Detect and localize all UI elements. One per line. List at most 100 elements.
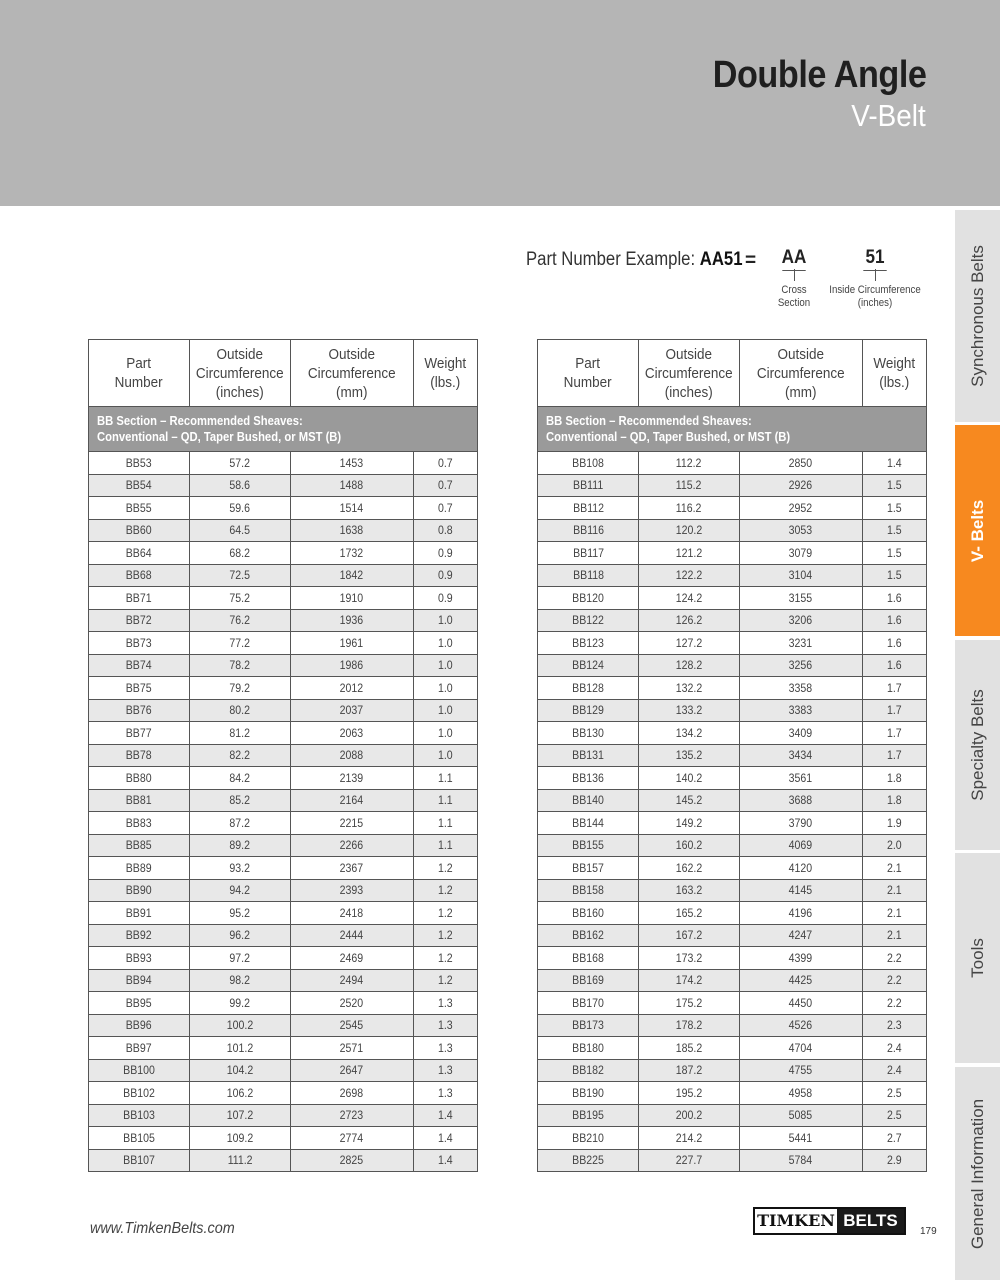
table-row: BB73 77.2 1961 1.0	[87, 631, 479, 655]
cell-outside-circumference-mm: 4196	[738, 901, 863, 925]
cell-outside-circumference-mm: 3790	[738, 811, 863, 835]
cell-weight: 1.4	[412, 1103, 479, 1127]
side-tab-tools[interactable]: Tools	[955, 853, 1000, 1063]
table-row: BB85 89.2 2266 1.1	[87, 833, 479, 857]
table-row: BB162 167.2 4247 2.1	[536, 923, 928, 947]
cell-outside-circumference-inches: 145.2	[638, 788, 740, 812]
cell-weight: 1.4	[412, 1126, 479, 1150]
cell-outside-circumference-inches: 82.2	[189, 743, 291, 767]
cell-outside-circumference-mm: 2063	[289, 721, 414, 745]
cell-weight: 2.5	[861, 1103, 928, 1127]
cell-part-number: BB162	[536, 923, 640, 947]
cell-outside-circumference-inches: 121.2	[638, 541, 740, 565]
table-row: BB120 124.2 3155 1.6	[536, 586, 928, 610]
cell-outside-circumference-inches: 57.2	[189, 451, 291, 475]
cell-part-number: BB123	[536, 631, 640, 655]
cell-weight: 1.5	[861, 518, 928, 542]
table-row: BB108 112.2 2850 1.4	[536, 451, 928, 475]
cell-outside-circumference-inches: 58.6	[189, 473, 291, 497]
cell-outside-circumference-mm: 4399	[738, 946, 863, 970]
cell-outside-circumference-inches: 185.2	[638, 1036, 740, 1060]
table-row: BB60 64.5 1638 0.8	[87, 518, 479, 542]
cell-weight: 1.6	[861, 631, 928, 655]
equals-sign: =	[745, 250, 757, 271]
cell-part-number: BB116	[536, 518, 640, 542]
section-band: BB Section – Recommended Sheaves: Convent…	[537, 406, 927, 452]
cell-weight: 2.1	[861, 878, 928, 902]
column-header-outside-circumference-inches: Outside Circumference (inches)	[189, 339, 291, 407]
column-header-part-number: Part Number	[536, 339, 640, 407]
table-row: BB117 121.2 3079 1.5	[536, 541, 928, 565]
table-row: BB95 99.2 2520 1.3	[87, 991, 479, 1015]
column-header-weight: Weight (lbs.)	[861, 339, 928, 407]
cell-outside-circumference-mm: 2418	[289, 901, 414, 925]
cell-outside-circumference-mm: 1732	[289, 541, 414, 565]
cell-weight: 2.2	[861, 968, 928, 992]
cell-part-number: BB68	[87, 563, 191, 587]
cell-part-number: BB81	[87, 788, 191, 812]
table-row: BB83 87.2 2215 1.1	[87, 811, 479, 835]
cell-outside-circumference-inches: 116.2	[638, 496, 740, 520]
cell-part-number: BB90	[87, 878, 191, 902]
page-title: Double Angle	[712, 54, 926, 96]
table-row: BB100 104.2 2647 1.3	[87, 1058, 479, 1082]
cell-outside-circumference-inches: 227.7	[638, 1148, 740, 1172]
cell-outside-circumference-inches: 112.2	[638, 451, 740, 475]
table-row: BB112 116.2 2952 1.5	[536, 496, 928, 520]
table-row: BB74 78.2 1986 1.0	[87, 653, 479, 677]
cell-outside-circumference-mm: 1488	[289, 473, 414, 497]
side-tab-general-information[interactable]: General Information	[955, 1067, 1000, 1280]
side-tab-specialty-belts[interactable]: Specialty Belts	[955, 640, 1000, 850]
cell-weight: 2.1	[861, 901, 928, 925]
cell-outside-circumference-mm: 3434	[738, 743, 863, 767]
cell-outside-circumference-inches: 72.5	[189, 563, 291, 587]
cell-part-number: BB60	[87, 518, 191, 542]
table-row: BB173 178.2 4526 2.3	[536, 1013, 928, 1037]
cell-outside-circumference-mm: 1842	[289, 563, 414, 587]
table-row: BB91 95.2 2418 1.2	[87, 901, 479, 925]
page-subtitle: V-Belt	[851, 98, 926, 133]
cell-part-number: BB53	[87, 451, 191, 475]
cell-weight: 1.0	[412, 698, 479, 722]
column-header-outside-circumference-inches: Outside Circumference (inches)	[638, 339, 740, 407]
cell-outside-circumference-inches: 163.2	[638, 878, 740, 902]
website-link[interactable]: www.TimkenBelts.com	[90, 1220, 235, 1237]
cell-outside-circumference-mm: 2698	[289, 1081, 414, 1105]
cell-outside-circumference-mm: 2647	[289, 1058, 414, 1082]
table-row: BB155 160.2 4069 2.0	[536, 833, 928, 857]
cell-outside-circumference-inches: 89.2	[189, 833, 291, 857]
cell-part-number: BB83	[87, 811, 191, 835]
cell-outside-circumference-inches: 104.2	[189, 1058, 291, 1082]
side-tab-v-belts[interactable]: V- Belts	[955, 425, 1000, 636]
cell-outside-circumference-mm: 2520	[289, 991, 414, 1015]
table-row: BB180 185.2 4704 2.4	[536, 1036, 928, 1060]
cell-outside-circumference-inches: 135.2	[638, 743, 740, 767]
table-row: BB80 84.2 2139 1.1	[87, 766, 479, 790]
cell-part-number: BB103	[87, 1103, 191, 1127]
cell-outside-circumference-inches: 68.2	[189, 541, 291, 565]
cell-outside-circumference-inches: 195.2	[638, 1081, 740, 1105]
side-tab-synchronous-belts[interactable]: Synchronous Belts	[955, 210, 1000, 422]
cell-part-number: BB180	[536, 1036, 640, 1060]
section-code: AA	[778, 247, 810, 271]
cell-weight: 1.1	[412, 766, 479, 790]
cell-part-number: BB91	[87, 901, 191, 925]
cell-weight: 0.8	[412, 518, 479, 542]
cell-outside-circumference-mm: 2850	[738, 451, 863, 475]
cell-weight: 1.6	[861, 586, 928, 610]
cell-outside-circumference-mm: 5441	[738, 1126, 863, 1150]
cell-part-number: BB130	[536, 721, 640, 745]
table-row: BB97 101.2 2571 1.3	[87, 1036, 479, 1060]
cell-weight: 1.3	[412, 991, 479, 1015]
cell-weight: 1.3	[412, 1013, 479, 1037]
cell-outside-circumference-mm: 2774	[289, 1126, 414, 1150]
section-band: BB Section – Recommended Sheaves: Convent…	[88, 406, 478, 452]
cell-outside-circumference-mm: 2393	[289, 878, 414, 902]
cell-part-number: BB73	[87, 631, 191, 655]
cell-outside-circumference-mm: 3256	[738, 653, 863, 677]
cell-part-number: BB55	[87, 496, 191, 520]
table-row: BB75 79.2 2012 1.0	[87, 676, 479, 700]
cell-weight: 1.4	[861, 451, 928, 475]
cell-part-number: BB168	[536, 946, 640, 970]
cell-part-number: BB54	[87, 473, 191, 497]
